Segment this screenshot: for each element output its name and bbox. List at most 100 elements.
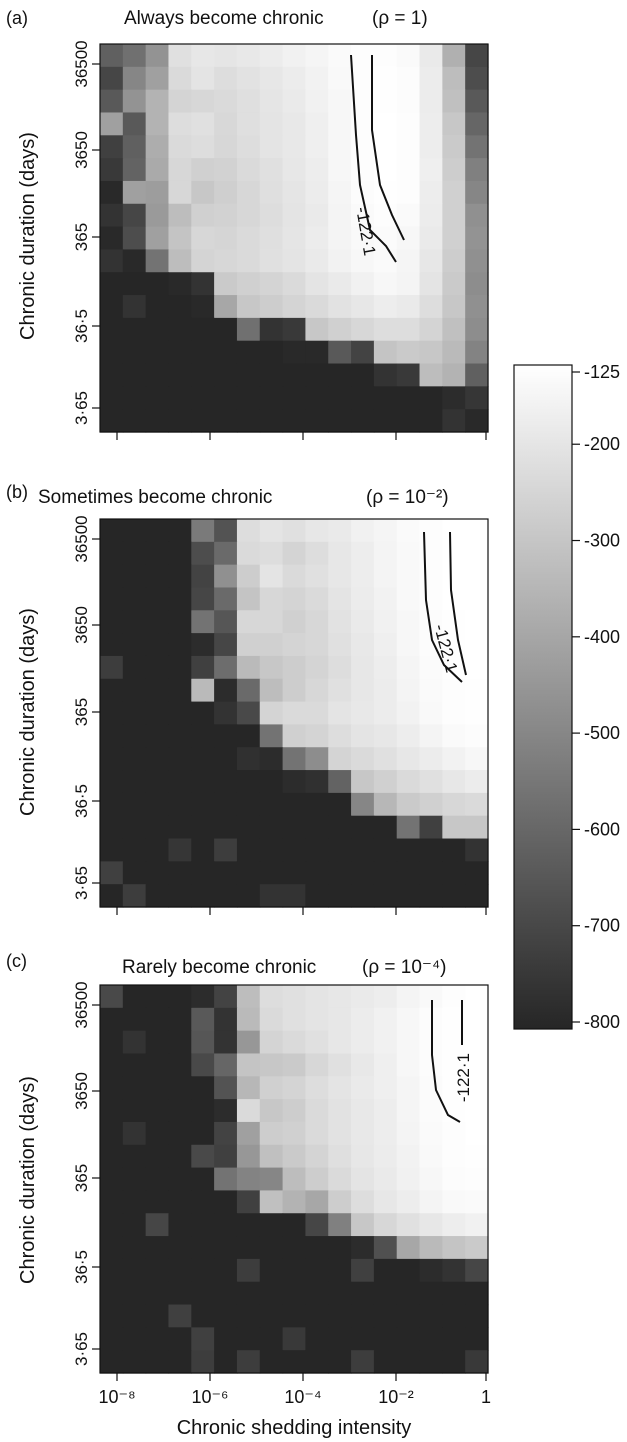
heatmap-cell [465,1213,489,1237]
heatmap-cell [236,158,261,182]
heatmap-cell [305,1258,329,1283]
heatmap-cell [214,66,238,91]
heatmap-cell [191,1190,215,1214]
heatmap-cell [145,701,170,726]
heatmap-cell [442,1281,466,1306]
heatmap-cell [419,89,443,114]
heatmap-cell [100,135,124,159]
heatmap-cell [122,792,147,817]
heatmap-cell [351,815,375,840]
heatmap-cell [100,272,124,296]
heatmap-cell [396,1167,421,1192]
heatmap-cell [419,1258,443,1283]
heatmap-cell [168,409,192,433]
heatmap-cell [351,1190,375,1214]
heatmap-cell [305,838,329,862]
heatmap-cell [442,226,466,251]
heatmap-cell [145,44,170,68]
heatmap-cell [259,249,284,273]
heatmap-cell [214,363,238,387]
heatmap-cell [396,249,421,273]
heatmap-cell [465,295,489,319]
heatmap-cell [100,1350,124,1374]
heatmap-cell [236,1053,261,1077]
heatmap-cell [442,363,466,387]
heatmap-cell [465,317,489,342]
heatmap-cell [259,1053,284,1077]
heatmap-cell [305,633,329,657]
heatmap-cell [442,747,466,771]
heatmap-cell [465,226,489,251]
heatmap-cell [259,317,284,342]
heatmap-cell [122,587,147,611]
heatmap-cell [282,747,307,771]
heatmap-cell [100,226,124,251]
heatmap-cell [396,815,421,840]
heatmap-cell [282,1258,307,1283]
heatmap-cell [419,66,443,91]
heatmap-cell [465,1167,489,1192]
heatmap-cell [442,44,466,68]
heatmap-cell [305,295,329,319]
heatmap-cell [328,180,352,205]
heatmap-cell [191,317,215,342]
heatmap-cell [442,89,466,114]
heatmap-cell [442,838,466,862]
heatmap-cell [100,724,124,748]
heatmap-cell [465,1190,489,1214]
heatmap-cell [191,249,215,273]
heatmap-cell [442,985,466,1009]
heatmap-cell [305,861,329,885]
heatmap-cell [236,985,261,1009]
heatmap-cell [145,1099,170,1123]
heatmap-cell [282,861,307,885]
heatmap-cell [465,386,489,410]
heatmap-cell [282,66,307,91]
heatmap-cell [373,792,398,817]
y-tick-label: 36·5 [72,784,91,818]
heatmap-cell [419,815,443,840]
heatmap-cell [100,1030,124,1055]
heatmap-cell [419,249,443,273]
heatmap-cell [373,66,398,91]
heatmap-cell [305,1053,329,1077]
heatmap-cell [168,792,192,817]
colorbar-tick-label: -800 [584,1012,620,1032]
heatmap-cell [214,633,238,657]
x-axis-tickmarks-b [116,907,487,915]
contour-line-a [350,54,397,263]
heatmap-cell [100,44,124,68]
heatmap-cell [145,1190,170,1214]
x-axis-ticks-c: 10⁻⁸ 10⁻⁶ 10⁻⁴ 10⁻² 1 [98,1373,491,1407]
heatmap-cell [351,1121,375,1146]
heatmap-cell [442,295,466,319]
heatmap-cell [122,861,147,885]
colorbar-tick-label: -300 [584,531,620,551]
heatmap-cell [259,295,284,319]
heatmap-cell [236,633,261,657]
heatmap-cell [351,135,375,159]
heatmap-cell [236,180,261,205]
heatmap-cell [122,272,147,296]
panel-rho-b: (ρ = 10⁻²) [366,487,449,508]
heatmap-cell [465,1327,489,1351]
heatmap-cell [396,203,421,228]
heatmap-cell [396,1076,421,1100]
heatmap-cell [168,1030,192,1055]
heatmap-cell [100,1099,124,1123]
heatmap-cell [351,861,375,885]
heatmap-cell [351,1350,375,1374]
heatmap-cell [145,633,170,657]
heatmap-cell [328,884,352,908]
heatmap-cell [328,1099,352,1123]
heatmap-cell [419,1304,443,1328]
heatmap-cell [442,770,466,794]
heatmap-cell [145,386,170,410]
heatmap-cell [122,1007,147,1032]
heatmap-cell [214,1327,238,1351]
heatmap-cell [100,1121,124,1146]
heatmap-cell [351,701,375,726]
heatmap-grid-b [100,519,489,908]
heatmap-cell [168,678,192,703]
